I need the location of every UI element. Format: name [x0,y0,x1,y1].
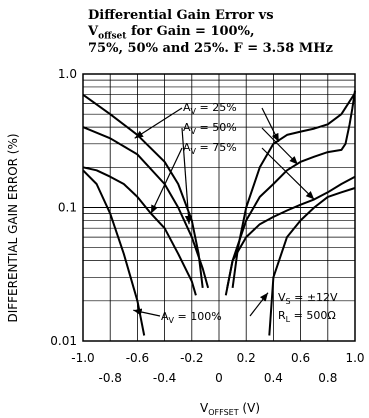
series-curve-3-segment-2 [224,175,356,296]
arrow-av25-left [134,107,183,139]
plot-frame [82,73,356,342]
annotation-vs: VS = ±12V [278,291,338,306]
annotation-av25: AV = 25% [183,101,237,116]
annotation-av100: AV = 100% [161,310,222,325]
x-tick-label-bottom: -0.8 [98,371,121,385]
x-tick-label-bottom: 0 [215,371,223,385]
y-tick-label: 0.01 [50,334,77,348]
y-tick-label: 0.1 [58,201,77,215]
chart-title-line-2: Voffset for Gain = 100%, [88,24,255,42]
y-axis-label: DIFFERENTIAL GAIN ERROR (%) [6,133,20,322]
x-axis-label: VOFFSET (V) [200,401,260,417]
chart-title-line-1: Differential Gain Error vs [88,8,274,23]
x-tick-label-bottom: 0.8 [318,371,337,385]
arrow-av100-left [133,308,161,317]
series-curve-2-segment-1 [82,126,210,289]
annotation-arrows [133,107,315,317]
frame [82,73,356,342]
series-curve-4-segment-1 [82,169,146,336]
x-tick-label-bottom: -0.4 [153,371,176,385]
x-tick-label-top: 1.0 [345,351,364,365]
annotation-av50: AV = 50% [183,121,237,136]
series-curve-2-segment-2 [226,90,356,289]
x-tick-label-top: -0.2 [180,351,203,365]
series-curve-1-segment-2 [231,92,356,289]
arrow-av100-right [249,292,269,317]
arrow-av25-right [261,107,280,143]
chart-title-line-3: 75%, 50% and 25%. F = 3.58 MHz [88,41,333,56]
annotation-rl: RL = 500Ω [278,309,336,324]
series-curve-1-segment-1 [82,93,204,289]
x-tick-label-top: 0.2 [237,351,256,365]
y-tick-label: 1.0 [58,67,77,81]
arrow-av75-right [261,147,315,200]
arrow-av75-left [150,147,183,214]
series-curve-4-segment-2 [268,187,356,336]
series-curve-3-segment-1 [82,166,197,296]
x-tick-label-top: -1.0 [71,351,94,365]
curves [82,90,356,336]
annotations: AV = 25% AV = 50% AV = 75% AV = 100% VS … [161,101,338,325]
x-tick-label-top: 0.6 [291,351,310,365]
x-tick-label-bottom: 0.4 [264,371,283,385]
annotation-av75: AV = 75% [183,141,237,156]
tick-labels: 1.0 0.1 0.01 -1.0 -0.6 -0.2 0.2 0.6 1.0 -0.8 -0.4 0… [50,67,364,385]
x-tick-label-top: -0.6 [126,351,149,365]
arrow-av50-right [261,127,299,165]
arrow-av50-left [181,127,193,225]
